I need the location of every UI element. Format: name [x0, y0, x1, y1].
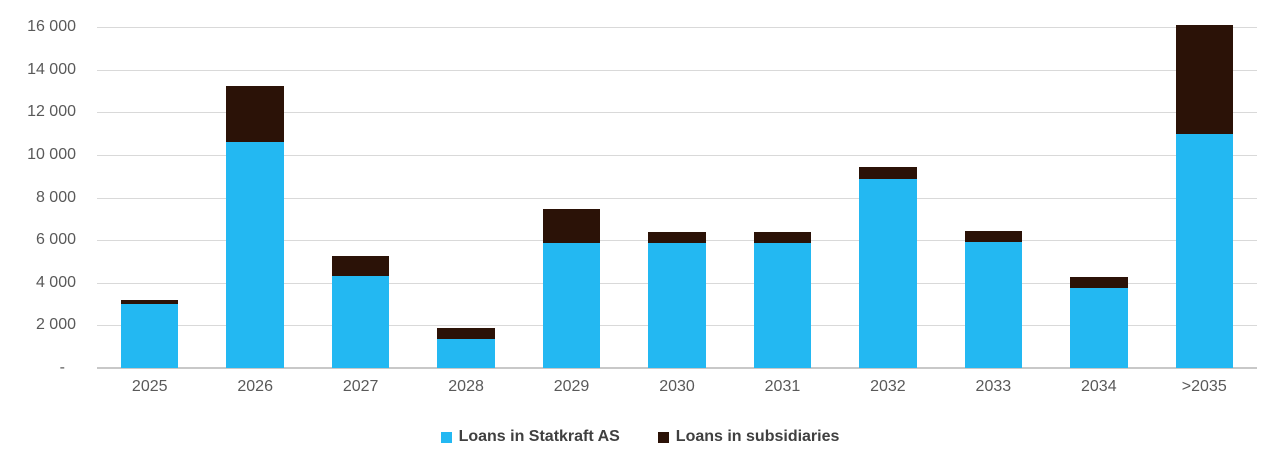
x-tick-label: 2027 — [342, 378, 379, 395]
x-tick-label: 2029 — [553, 378, 590, 395]
legend-label-subsidiaries: Loans in subsidiaries — [675, 428, 840, 445]
bar-group-2025 — [120, 27, 179, 368]
bar-segment-subsidiaries — [437, 327, 495, 340]
y-tick-label: 6 000 — [35, 231, 76, 249]
x-tick-label: 2028 — [448, 378, 484, 395]
bar-group-2029 — [542, 27, 601, 368]
y-tick-label: 10 000 — [27, 145, 76, 163]
plot-area — [97, 24, 1257, 369]
bars-container — [97, 24, 1257, 368]
bar-group-2031 — [753, 27, 812, 368]
bar-group-2033 — [964, 27, 1023, 368]
x-axis-labels: 2025 2026 2027 2028 2029 2030 2031 2032 2033 2034… — [97, 378, 1257, 400]
bar-segment-statkraft — [437, 339, 495, 368]
bar-group-2026 — [226, 27, 284, 368]
bar-segment-subsidiaries — [226, 85, 284, 143]
x-tick-label: 2025 — [131, 378, 168, 395]
gridline — [97, 69, 1257, 71]
bar-segment-subsidiaries — [120, 299, 179, 305]
x-tick-label: 2033 — [975, 378, 1012, 395]
y-axis-labels: 16 000 14 000 12 000 10 000 8 000 6 000 4 000 2… — [0, 18, 76, 376]
bar-segment-statkraft — [331, 276, 390, 368]
bar-segment-statkraft — [753, 243, 812, 368]
bar-segment-subsidiaries — [1175, 24, 1234, 134]
x-tick-label: >2035 — [1181, 378, 1227, 395]
gridline — [97, 197, 1257, 199]
legend-item-subsidiaries: Loans in subsidiaries — [657, 428, 840, 446]
y-tick-label: - — [59, 359, 65, 376]
bar-segment-subsidiaries — [648, 231, 706, 244]
y-tick-label: 8 000 — [35, 188, 76, 206]
bar-group-2028 — [437, 27, 495, 368]
bar-segment-subsidiaries — [1070, 277, 1128, 289]
y-tick-label: 2 000 — [35, 316, 76, 334]
bar-segment-statkraft — [542, 243, 601, 368]
bar-group-2034 — [1070, 27, 1128, 368]
y-tick-label: 12 000 — [27, 103, 76, 121]
bar-segment-statkraft — [1175, 133, 1234, 368]
bar-segment-subsidiaries — [859, 166, 917, 180]
bar-segment-statkraft — [648, 243, 706, 368]
bar-segment-subsidiaries — [964, 230, 1023, 243]
gridline — [97, 112, 1257, 114]
bar-segment-statkraft — [964, 242, 1023, 368]
y-tick-label: 14 000 — [27, 60, 76, 78]
x-tick-label: 2030 — [659, 378, 695, 395]
bar-segment-subsidiaries — [331, 256, 390, 277]
bar-group-gt2035 — [1175, 24, 1234, 368]
x-tick-label: 2034 — [1081, 378, 1117, 395]
legend-swatch-subsidiaries-icon — [657, 431, 669, 443]
x-tick-label: 2032 — [870, 378, 906, 395]
legend-swatch-statkraft-icon — [440, 431, 452, 443]
legend-label-statkraft: Loans in Statkraft AS — [458, 428, 620, 445]
y-tick-label: 16 000 — [27, 18, 76, 35]
bar-segment-statkraft — [859, 179, 917, 368]
bar-segment-statkraft — [120, 304, 179, 368]
x-tick-label: 2026 — [237, 378, 273, 395]
bar-segment-subsidiaries — [542, 209, 601, 244]
bar-segment-subsidiaries — [753, 231, 812, 244]
bar-group-2030 — [648, 27, 706, 368]
bar-group-2032 — [859, 27, 917, 368]
legend-item-statkraft: Loans in Statkraft AS — [440, 428, 620, 446]
gridline — [97, 154, 1257, 156]
legend: Loans in Statkraft AS Loans in subsidiar… — [0, 428, 1280, 446]
bar-segment-statkraft — [226, 142, 284, 368]
x-tick-label: 2031 — [764, 378, 801, 395]
x-axis-line — [97, 367, 1257, 369]
y-tick-label: 4 000 — [35, 273, 76, 291]
bar-group-2027 — [331, 27, 390, 368]
bar-segment-statkraft — [1070, 288, 1128, 368]
gridline — [97, 27, 1257, 28]
